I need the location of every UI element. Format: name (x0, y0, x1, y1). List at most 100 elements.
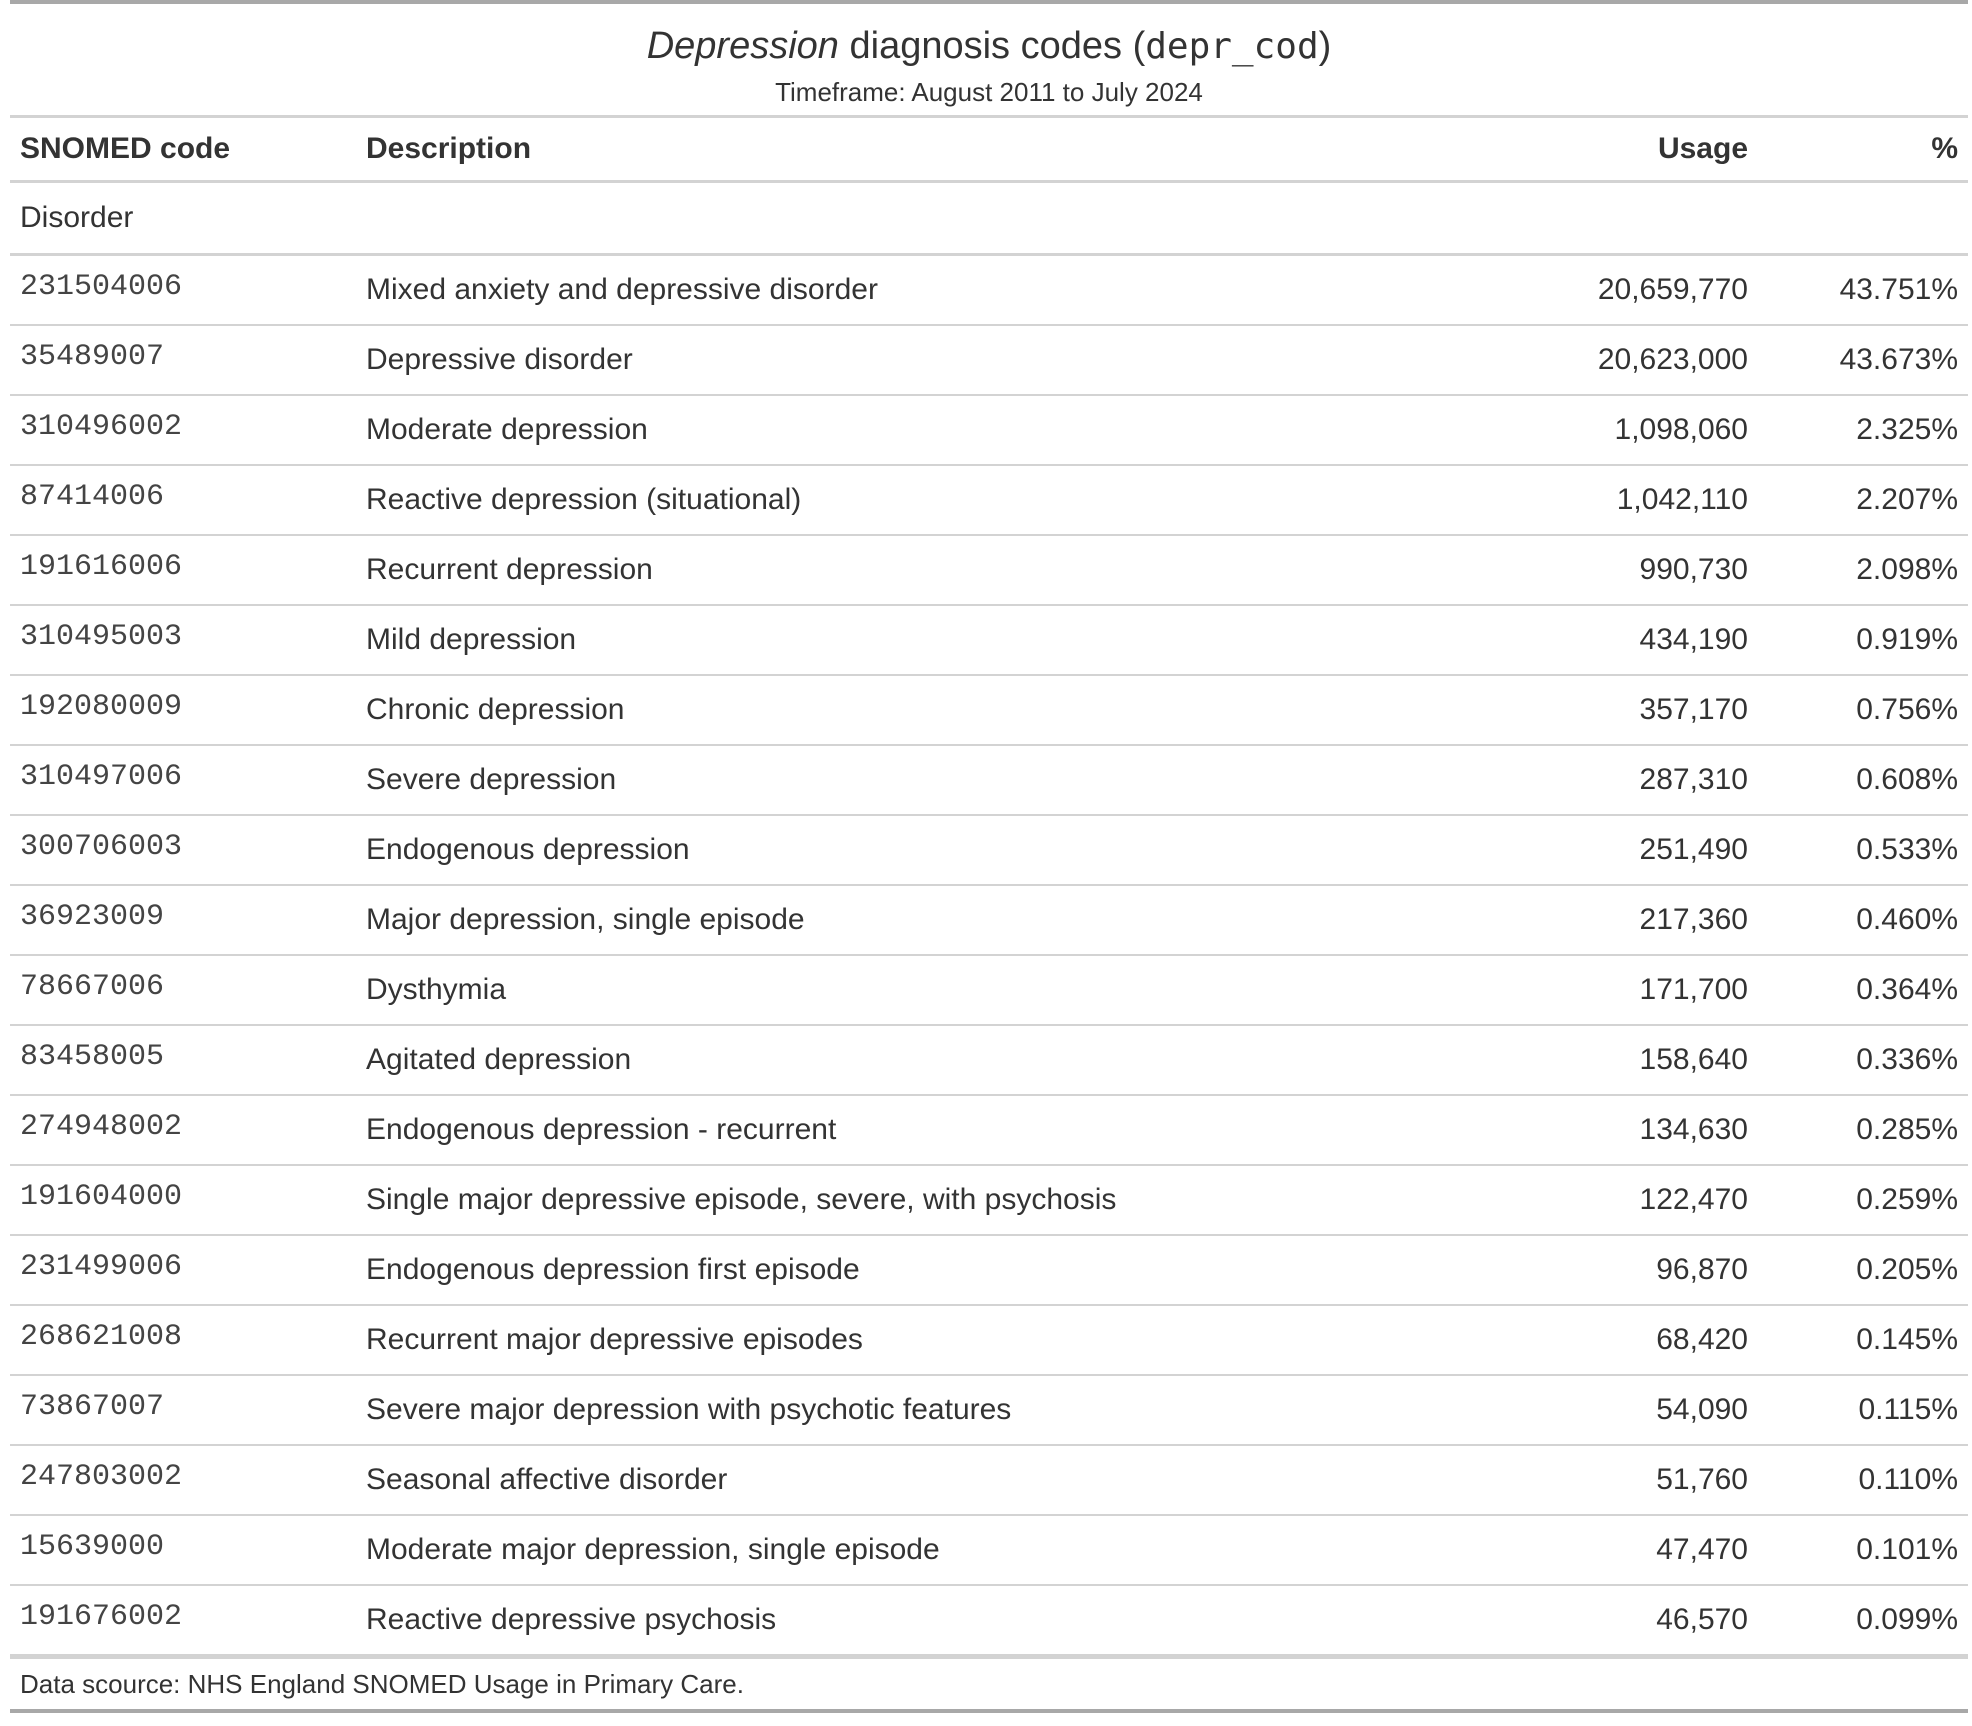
table-row: 15639000 Moderate major depression, singl… (10, 1512, 1968, 1586)
table-header: SNOMED code Description Usage % (10, 115, 1968, 183)
cell-code: 247803002 (10, 1442, 356, 1513)
cell-code: 310495003 (10, 602, 356, 673)
table-row: 36923009 Major depression, single episode… (10, 882, 1968, 956)
cell-description: Recurrent major depressive episodes (356, 1305, 1546, 1376)
cell-description: Depressive disorder (356, 325, 1546, 396)
cell-description: Severe major depression with psychotic f… (356, 1375, 1546, 1446)
table-row: 35489007 Depressive disorder 20,623,000 43.… (10, 322, 1968, 396)
cell-description: Major depression, single episode (356, 885, 1546, 956)
table-row: 83458005 Agitated depression 158,640 0.336% (10, 1022, 1968, 1096)
table-row: 231504006 Mixed anxiety and depressive di… (10, 251, 1968, 326)
cell-percent: 0.205% (1758, 1235, 1968, 1306)
cell-usage: 1,098,060 (1546, 395, 1758, 466)
cell-percent: 43.751% (1758, 254, 1968, 326)
cell-percent: 2.325% (1758, 395, 1968, 466)
cell-description: Agitated depression (356, 1025, 1546, 1096)
cell-percent: 0.115% (1758, 1375, 1968, 1446)
cell-description: Chronic depression (356, 675, 1546, 746)
table-row: 87414006 Reactive depression (situational… (10, 462, 1968, 536)
cell-code: 36923009 (10, 882, 356, 953)
column-header-code: SNOMED code (10, 115, 356, 183)
cell-usage: 46,570 (1546, 1585, 1758, 1656)
cell-description: Endogenous depression (356, 815, 1546, 886)
cell-percent: 43.673% (1758, 325, 1968, 396)
cell-usage: 134,630 (1546, 1095, 1758, 1166)
cell-percent: 0.145% (1758, 1305, 1968, 1376)
cell-usage: 990,730 (1546, 535, 1758, 606)
cell-code: 191616006 (10, 532, 356, 603)
cell-usage: 357,170 (1546, 675, 1758, 746)
group-section: Disorder (10, 181, 1968, 256)
cell-usage: 287,310 (1546, 745, 1758, 816)
table-row: 78667006 Dysthymia 171,700 0.364% (10, 952, 1968, 1026)
table-row: 191676002 Reactive depressive psychosis 46… (10, 1582, 1968, 1656)
cell-percent: 0.919% (1758, 605, 1968, 676)
cell-code: 83458005 (10, 1022, 356, 1093)
cell-usage: 68,420 (1546, 1305, 1758, 1376)
cell-description: Severe depression (356, 745, 1546, 816)
cell-description: Moderate depression (356, 395, 1546, 466)
cell-percent: 0.608% (1758, 745, 1968, 816)
cell-percent: 0.336% (1758, 1025, 1968, 1096)
cell-usage: 54,090 (1546, 1375, 1758, 1446)
cell-percent: 0.099% (1758, 1585, 1968, 1656)
table-row: 274948002 Endogenous depression - recurre… (10, 1092, 1968, 1166)
table-row: 191604000 Single major depressive episode… (10, 1162, 1968, 1236)
cell-percent: 0.533% (1758, 815, 1968, 886)
table-frame: Depression diagnosis codes (depr_cod) Ti… (10, 0, 1968, 1713)
group-label: Disorder (10, 181, 1968, 256)
header-row: SNOMED code Description Usage % (10, 115, 1968, 183)
cell-code: 15639000 (10, 1512, 356, 1583)
cell-percent: 0.364% (1758, 955, 1968, 1026)
cell-percent: 0.285% (1758, 1095, 1968, 1166)
cell-description: Moderate major depression, single episod… (356, 1515, 1546, 1586)
title-code: depr_cod (1145, 26, 1319, 67)
table-row: 191616006 Recurrent depression 990,730 2.09… (10, 532, 1968, 606)
table-row: 73867007 Severe major depression with psy… (10, 1372, 1968, 1446)
table-row: 268621008 Recurrent major depressive epis… (10, 1302, 1968, 1376)
cell-description: Reactive depression (situational) (356, 465, 1546, 536)
cell-description: Recurrent depression (356, 535, 1546, 606)
cell-code: 310496002 (10, 392, 356, 463)
cell-usage: 20,659,770 (1546, 254, 1758, 326)
cell-usage: 434,190 (1546, 605, 1758, 676)
cell-description: Endogenous depression first episode (356, 1235, 1546, 1306)
cell-percent: 0.259% (1758, 1165, 1968, 1236)
cell-usage: 96,870 (1546, 1235, 1758, 1306)
table-row: 310497006 Severe depression 287,310 0.608% (10, 742, 1968, 816)
cell-code: 35489007 (10, 322, 356, 393)
cell-description: Endogenous depression - recurrent (356, 1095, 1546, 1166)
cell-percent: 0.756% (1758, 675, 1968, 746)
title-middle: diagnosis codes ( (838, 25, 1146, 67)
cell-code: 274948002 (10, 1092, 356, 1163)
table-title: Depression diagnosis codes (depr_cod) (10, 22, 1968, 71)
cell-usage: 1,042,110 (1546, 465, 1758, 536)
cell-code: 191604000 (10, 1162, 356, 1233)
cell-usage: 171,700 (1546, 955, 1758, 1026)
title-italic: Depression (646, 25, 839, 67)
cell-code: 268621008 (10, 1302, 356, 1373)
cell-code: 191676002 (10, 1582, 356, 1653)
cell-usage: 251,490 (1546, 815, 1758, 886)
cell-code: 78667006 (10, 952, 356, 1023)
cell-usage: 122,470 (1546, 1165, 1758, 1236)
cell-code: 73867007 (10, 1372, 356, 1443)
group-row: Disorder (10, 181, 1968, 256)
column-header-usage: Usage (1546, 115, 1758, 183)
cell-code: 87414006 (10, 462, 356, 533)
codes-table: SNOMED code Description Usage % Disorder… (10, 115, 1968, 1656)
column-header-description: Description (356, 115, 1546, 183)
cell-percent: 2.207% (1758, 465, 1968, 536)
cell-description: Reactive depressive psychosis (356, 1585, 1546, 1656)
table-row: 300706003 Endogenous depression 251,490 0.5… (10, 812, 1968, 886)
cell-description: Seasonal affective disorder (356, 1445, 1546, 1516)
column-header-percent: % (1758, 115, 1968, 183)
cell-usage: 217,360 (1546, 885, 1758, 956)
cell-code: 192080009 (10, 672, 356, 743)
cell-usage: 20,623,000 (1546, 325, 1758, 396)
cell-description: Mixed anxiety and depressive disorder (356, 254, 1546, 326)
title-block: Depression diagnosis codes (depr_cod) Ti… (10, 4, 1968, 115)
cell-code: 231499006 (10, 1232, 356, 1303)
cell-code: 300706003 (10, 812, 356, 883)
